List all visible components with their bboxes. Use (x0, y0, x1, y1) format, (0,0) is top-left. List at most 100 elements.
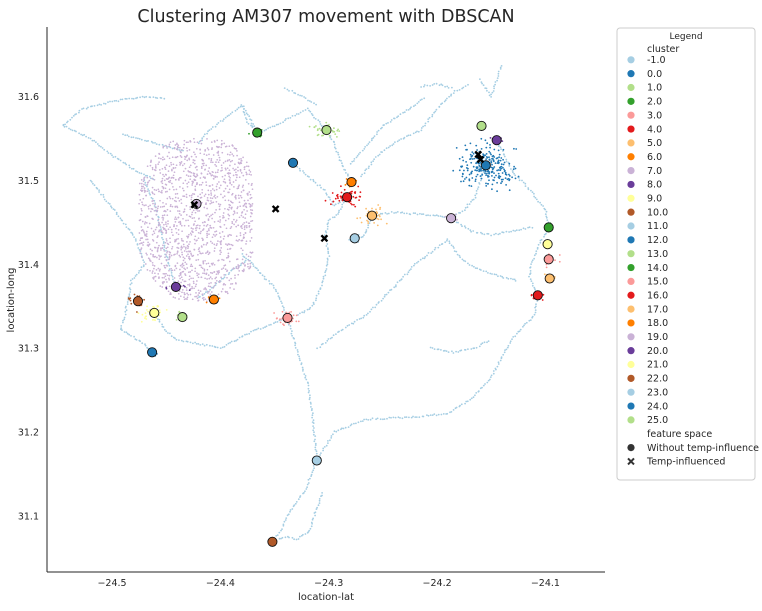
noise-point (157, 318, 159, 320)
x-marker-stroke (476, 155, 485, 164)
cluster-point (508, 175, 511, 177)
cluster-point (333, 130, 336, 133)
cluster-point (174, 297, 177, 299)
legend-label: 19.0 (647, 332, 668, 343)
legend-feature-label: Temp-influenced (646, 457, 725, 468)
noise-point (305, 378, 308, 381)
cluster-point (200, 167, 203, 169)
centroid-point (132, 296, 144, 307)
noise-point (145, 95, 148, 98)
cluster-point (157, 246, 160, 249)
noise-point (419, 258, 422, 261)
cluster-point (158, 169, 161, 171)
noise-point (298, 355, 300, 358)
noise-point (159, 226, 162, 228)
noise-point (446, 238, 449, 241)
cluster-point (376, 224, 379, 227)
cluster-point (176, 192, 179, 195)
noise-point (310, 475, 312, 477)
noise-point (365, 418, 368, 421)
noise-point (309, 401, 312, 404)
noise-point (128, 166, 131, 169)
cluster-point (229, 200, 232, 203)
noise-point (307, 387, 310, 390)
cluster-point (217, 203, 220, 205)
noise-point (199, 295, 201, 298)
cluster-point (210, 189, 212, 192)
noise-point (412, 415, 414, 418)
noise-point (441, 102, 444, 105)
cluster-point (155, 317, 158, 320)
cluster-point (249, 193, 252, 196)
noise-point (431, 113, 434, 116)
cluster-point (163, 158, 166, 160)
noise-point (112, 156, 115, 159)
cluster-point (183, 250, 186, 252)
cluster-point (245, 240, 248, 243)
noise-point (206, 290, 209, 293)
noise-point (268, 324, 270, 326)
noise-point (536, 248, 539, 250)
noise-point (131, 278, 134, 280)
cluster-point (158, 270, 161, 272)
noise-point (535, 305, 537, 308)
noise-point (399, 113, 402, 116)
noise-point (480, 269, 482, 271)
noise-point (171, 275, 174, 278)
cluster-point (157, 188, 160, 191)
noise-point (312, 180, 315, 183)
cluster-point (162, 282, 164, 285)
cluster-point (178, 242, 180, 245)
legend: Legend cluster -1.00.01.02.03.04.05.06.0… (616, 27, 759, 481)
cluster-point (188, 283, 191, 286)
cluster-point (201, 252, 204, 255)
cluster-point (208, 265, 211, 268)
cluster-point (231, 244, 234, 247)
noise-point (497, 145, 500, 148)
x-tick-label: −24.4 (206, 578, 235, 589)
noise-point (252, 329, 255, 332)
cluster-point (486, 172, 488, 175)
noise-point (85, 107, 88, 110)
noise-point (307, 384, 310, 387)
noise-point (299, 94, 301, 97)
cluster-point (515, 148, 518, 150)
cluster-point (180, 198, 182, 201)
cluster-point (154, 275, 157, 278)
cluster-point (186, 292, 188, 295)
noise-point (203, 293, 206, 295)
noise-point (135, 273, 138, 276)
cluster-point (281, 310, 284, 313)
noise-point (125, 226, 128, 229)
noise-point (314, 435, 317, 437)
cluster-point (187, 253, 189, 256)
noise-point (380, 299, 383, 302)
noise-point (71, 129, 74, 132)
cluster-point (489, 152, 492, 154)
legend-swatch (627, 236, 635, 244)
cluster-point (154, 164, 157, 166)
noise-point (494, 83, 496, 86)
cluster-point (182, 189, 185, 192)
noise-point (277, 292, 279, 295)
cluster-point (242, 156, 244, 159)
cluster-point (163, 223, 165, 226)
cluster-point (172, 140, 175, 143)
noise-point (543, 235, 545, 238)
noise-point (98, 189, 100, 192)
noise-point (387, 146, 390, 149)
noise-point (126, 332, 129, 335)
cluster-point (157, 221, 160, 224)
noise-point (536, 300, 539, 302)
cluster-point (188, 278, 191, 281)
noise-point (497, 70, 500, 73)
cluster-point (212, 177, 215, 180)
noise-point (141, 342, 144, 345)
cluster-point (198, 250, 201, 253)
cluster-point (224, 264, 227, 266)
noise-point (240, 104, 243, 106)
noise-point (277, 123, 280, 126)
cluster-point (163, 273, 166, 275)
noise-point (263, 278, 266, 280)
cluster-point (168, 188, 171, 191)
